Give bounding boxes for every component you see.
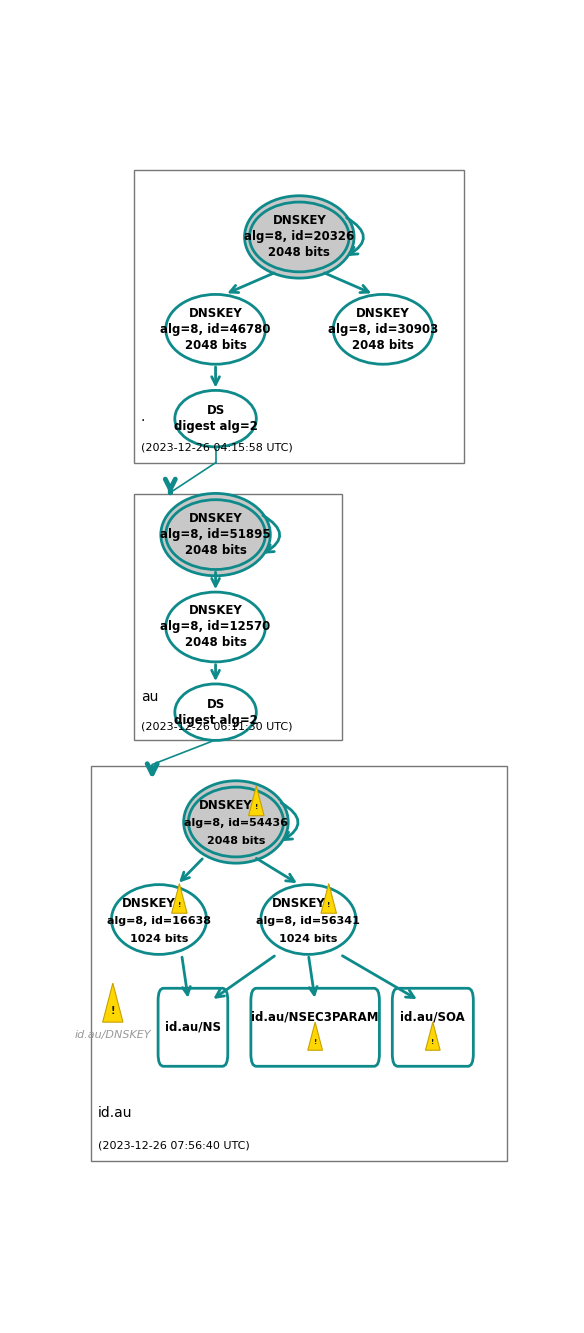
Ellipse shape [161, 493, 270, 576]
Text: !: ! [314, 1040, 317, 1045]
Text: DNSKEY: DNSKEY [199, 798, 253, 812]
Text: !: ! [178, 901, 181, 908]
Text: id.au/DNSKEY: id.au/DNSKEY [75, 1030, 151, 1041]
Text: DNSKEY
alg=8, id=12570
2048 bits: DNSKEY alg=8, id=12570 2048 bits [161, 604, 271, 649]
FancyBboxPatch shape [91, 765, 507, 1161]
Polygon shape [172, 884, 187, 913]
Text: 2048 bits: 2048 bits [207, 837, 265, 846]
Text: !: ! [110, 1006, 115, 1016]
Polygon shape [249, 786, 264, 816]
Text: !: ! [327, 901, 331, 908]
FancyBboxPatch shape [134, 171, 464, 463]
Polygon shape [308, 1022, 322, 1050]
Polygon shape [426, 1022, 440, 1050]
Ellipse shape [175, 684, 256, 740]
Text: (2023-12-26 04:15:58 UTC): (2023-12-26 04:15:58 UTC) [141, 443, 293, 452]
Text: 1024 bits: 1024 bits [130, 934, 188, 944]
Ellipse shape [249, 203, 349, 272]
Text: .: . [141, 409, 145, 424]
Ellipse shape [189, 786, 283, 857]
Ellipse shape [261, 885, 356, 954]
Polygon shape [321, 884, 336, 913]
Polygon shape [103, 984, 123, 1022]
Ellipse shape [112, 885, 207, 954]
Text: DNSKEY
alg=8, id=20326
2048 bits: DNSKEY alg=8, id=20326 2048 bits [244, 215, 354, 260]
Text: DNSKEY
alg=8, id=51895
2048 bits: DNSKEY alg=8, id=51895 2048 bits [160, 512, 271, 557]
Text: (2023-12-26 06:11:30 UTC): (2023-12-26 06:11:30 UTC) [141, 721, 293, 732]
Text: DNSKEY
alg=8, id=46780
2048 bits: DNSKEY alg=8, id=46780 2048 bits [161, 307, 271, 352]
Ellipse shape [166, 500, 265, 569]
Text: !: ! [255, 804, 258, 810]
FancyBboxPatch shape [251, 988, 380, 1066]
Text: DNSKEY
alg=8, id=30903
2048 bits: DNSKEY alg=8, id=30903 2048 bits [328, 307, 438, 352]
Text: !: ! [431, 1040, 434, 1045]
Ellipse shape [333, 295, 433, 364]
FancyBboxPatch shape [392, 988, 473, 1066]
FancyBboxPatch shape [158, 988, 228, 1066]
Text: DNSKEY: DNSKEY [272, 897, 325, 909]
Text: DNSKEY: DNSKEY [122, 897, 176, 909]
Ellipse shape [166, 295, 265, 364]
Text: id.au/NS: id.au/NS [165, 1021, 221, 1034]
Text: alg=8, id=54436: alg=8, id=54436 [184, 818, 288, 828]
Ellipse shape [175, 391, 256, 447]
Text: id.au/SOA: id.au/SOA [401, 1010, 465, 1024]
FancyBboxPatch shape [134, 493, 342, 740]
Text: DS
digest alg=2: DS digest alg=2 [173, 697, 258, 726]
Ellipse shape [183, 781, 288, 864]
Text: 1024 bits: 1024 bits [279, 934, 338, 944]
Text: id.au: id.au [98, 1105, 133, 1120]
Text: alg=8, id=56341: alg=8, id=56341 [256, 916, 360, 925]
Text: au: au [141, 690, 158, 704]
Ellipse shape [245, 196, 354, 279]
Text: id.au/NSEC3PARAM: id.au/NSEC3PARAM [251, 1010, 379, 1024]
Text: (2023-12-26 07:56:40 UTC): (2023-12-26 07:56:40 UTC) [98, 1141, 249, 1150]
Text: alg=8, id=16638: alg=8, id=16638 [107, 916, 211, 925]
Ellipse shape [166, 592, 265, 663]
Text: DS
digest alg=2: DS digest alg=2 [173, 404, 258, 433]
